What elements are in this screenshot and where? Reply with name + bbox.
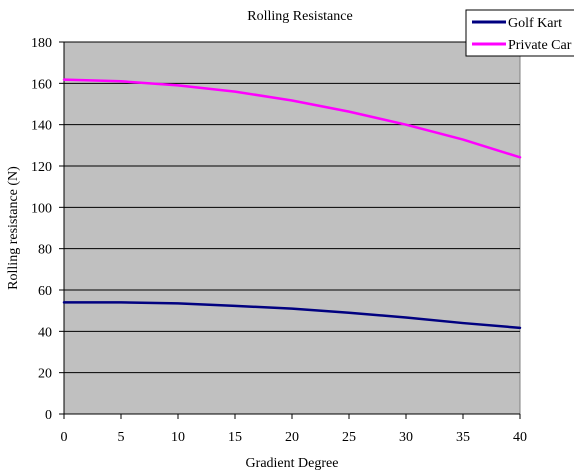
chart-title: Rolling Resistance [247, 9, 352, 24]
y-tick-label: 60 [38, 284, 52, 299]
y-tick-label: 40 [38, 325, 52, 340]
y-tick-label: 120 [31, 160, 52, 175]
x-ticks: 0 5 10 15 20 25 30 35 40 [61, 414, 527, 445]
y-tick-label: 140 [31, 119, 52, 134]
x-tick-label: 25 [342, 430, 356, 445]
x-tick-label: 5 [118, 430, 125, 445]
x-axis-title: Gradient Degree [246, 456, 339, 471]
x-tick-label: 40 [513, 430, 527, 445]
y-tick-label: 20 [38, 367, 52, 382]
x-tick-label: 20 [285, 430, 299, 445]
y-tick-label: 160 [31, 77, 52, 92]
y-tick-label: 80 [38, 243, 52, 258]
x-tick-label: 35 [456, 430, 470, 445]
y-ticks: 0 20 40 60 80 100 120 140 160 180 [31, 36, 64, 423]
y-tick-label: 100 [31, 201, 52, 216]
y-tick-label: 180 [31, 36, 52, 51]
x-tick-label: 0 [61, 430, 68, 445]
y-tick-label: 0 [45, 408, 52, 423]
legend-label-golf-kart: Golf Kart [508, 16, 562, 31]
legend-box [465, 9, 574, 57]
grid-lines [64, 41, 520, 374]
x-tick-label: 30 [399, 430, 413, 445]
x-tick-label: 15 [228, 430, 242, 445]
x-tick-label: 10 [171, 430, 185, 445]
series-lines [62, 78, 522, 330]
y-axis-title: Rolling resistance (N) [6, 166, 21, 290]
series-line-private-car [62, 78, 522, 159]
legend-label-private-car: Private Car [508, 38, 572, 53]
legend: Golf Kart Private Car [465, 9, 574, 57]
series-line-golf-kart [62, 301, 522, 330]
plot-area [63, 41, 521, 415]
